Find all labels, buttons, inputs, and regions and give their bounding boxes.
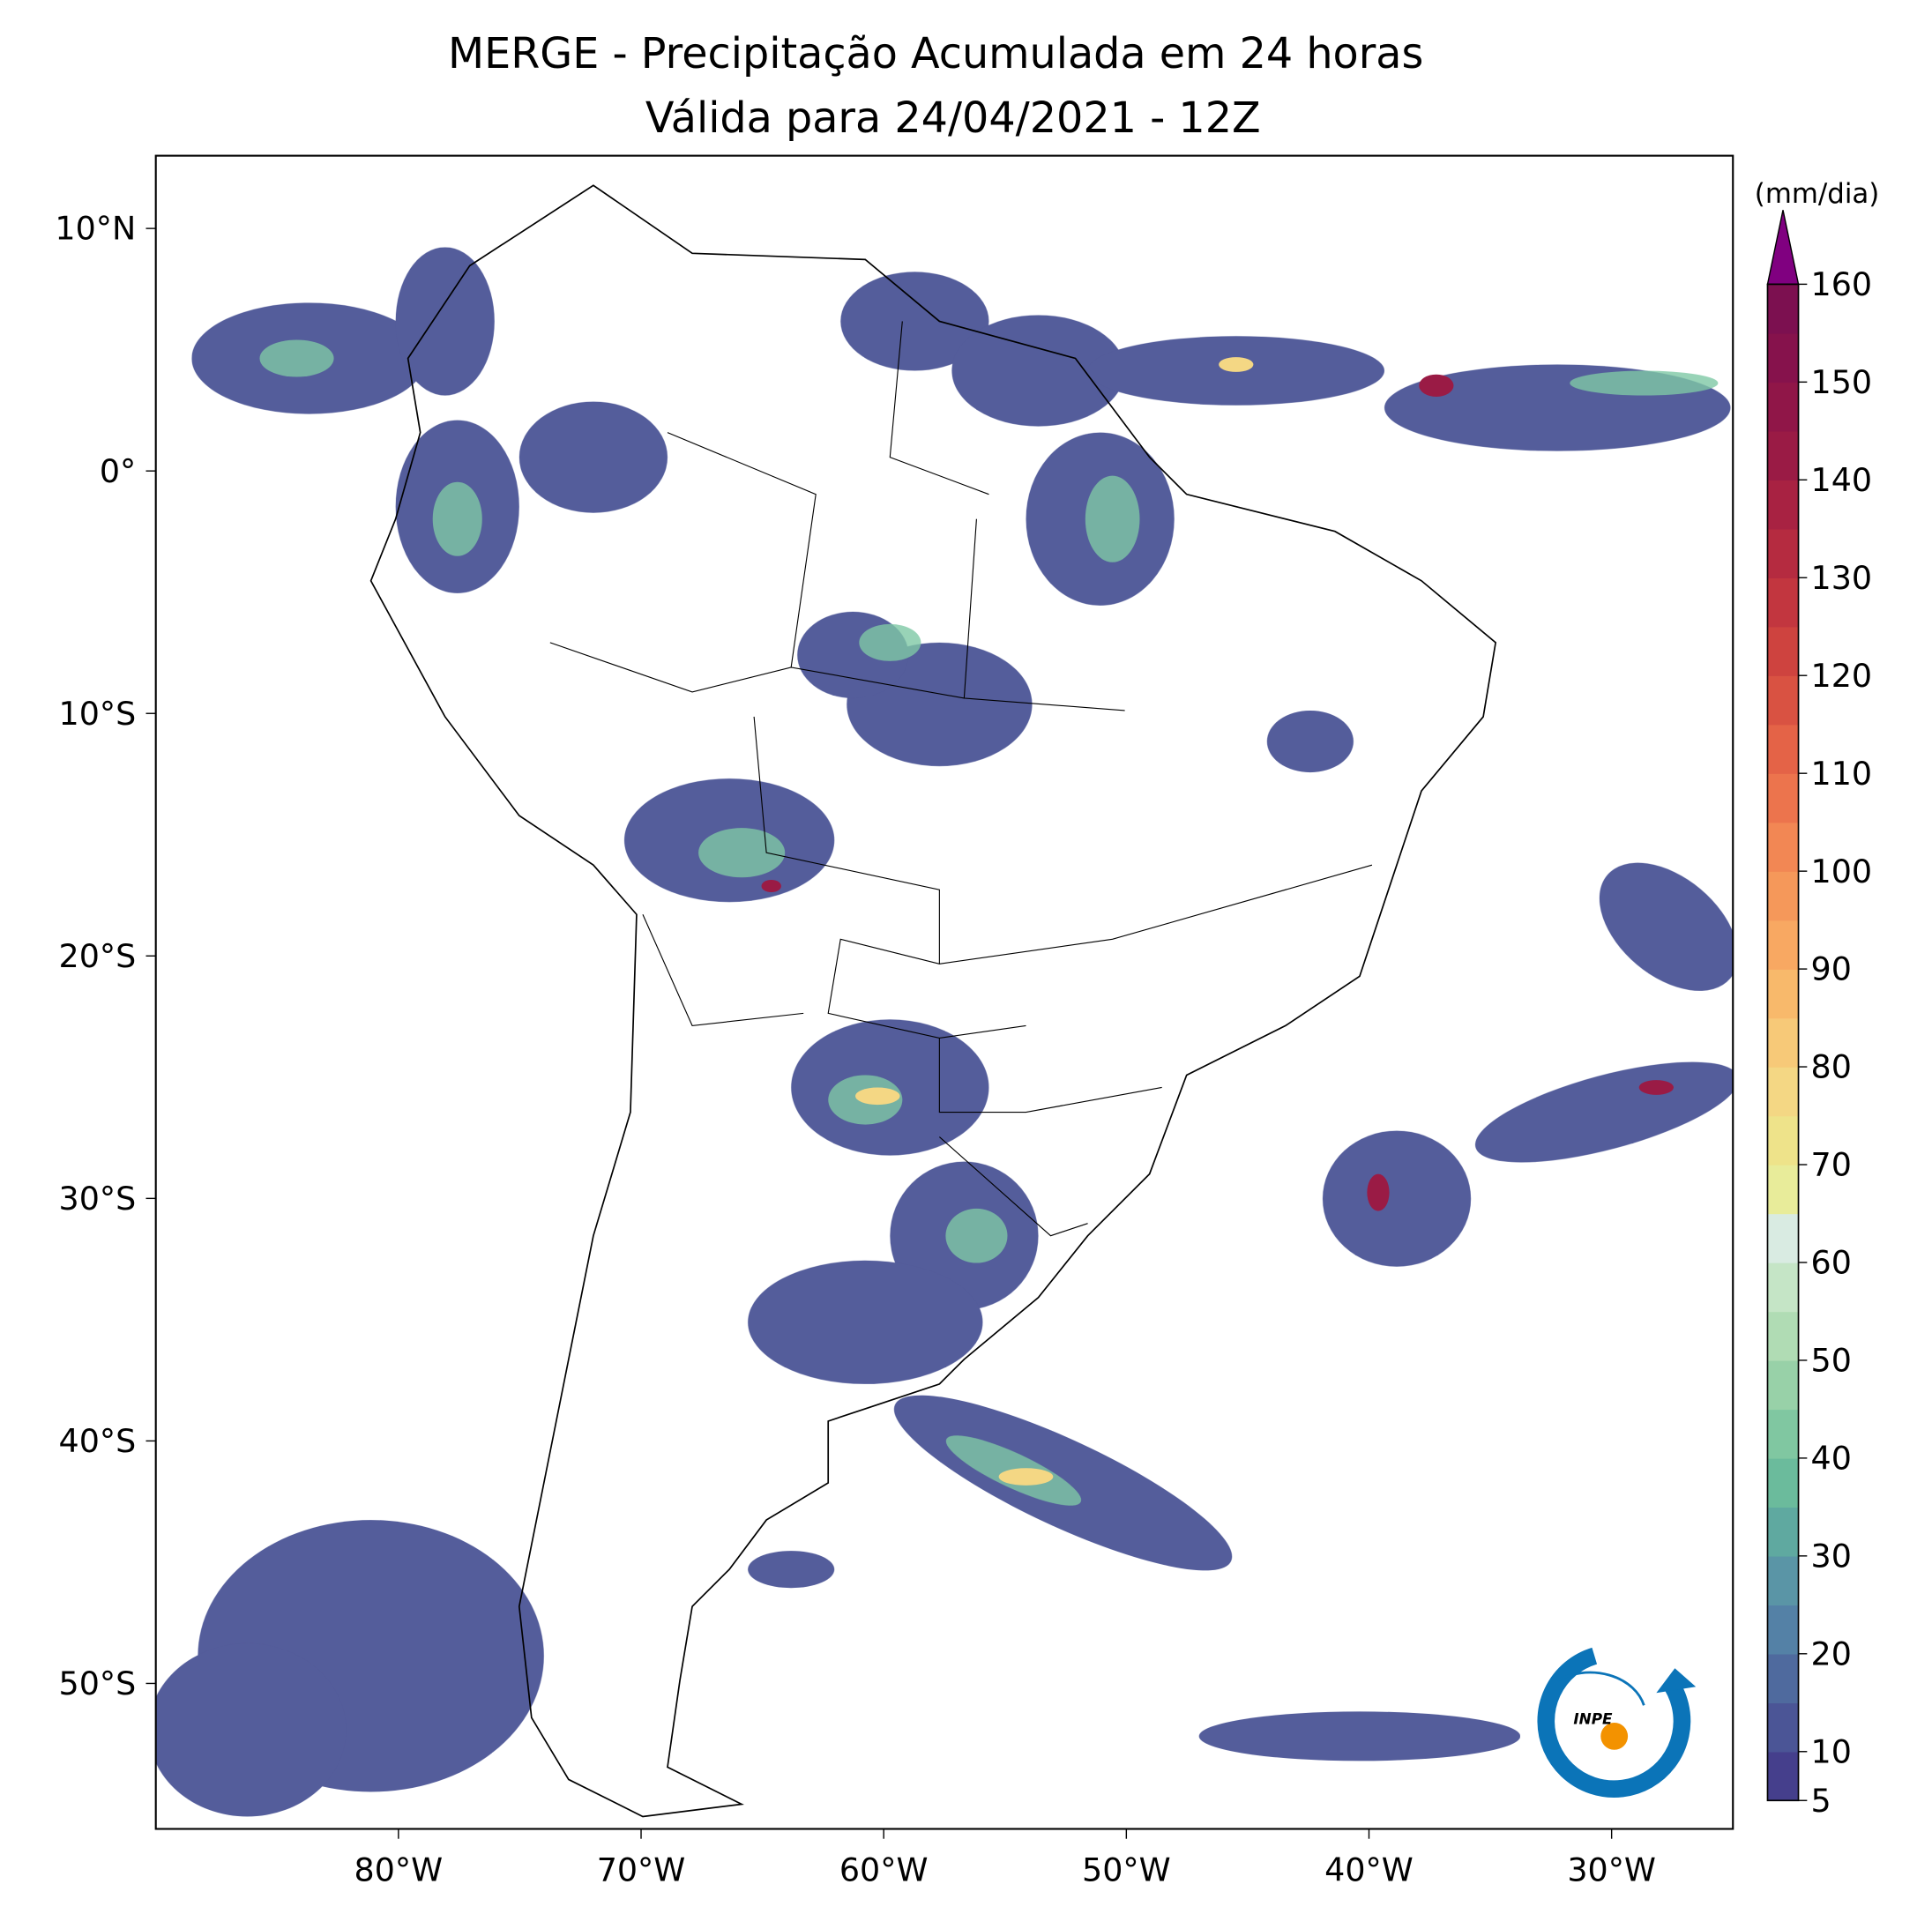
x-tick-label: 60°W — [839, 1851, 929, 1888]
colorbar-tick-label: 150 — [1811, 363, 1873, 401]
y-tick-label: 10°S — [59, 695, 137, 733]
colorbar-tick-label: 130 — [1811, 559, 1873, 597]
colorbar-band — [1767, 284, 1799, 334]
colorbar-band — [1767, 675, 1799, 726]
colorbar-band — [1767, 969, 1799, 1019]
borders — [549, 321, 1373, 1237]
colorbar-tick-label: 5 — [1811, 1782, 1831, 1820]
colorbar-band — [1767, 430, 1799, 481]
colorbar-band — [1767, 1165, 1799, 1215]
colorbar-tick-label: 140 — [1811, 461, 1873, 499]
colorbar-band — [1767, 871, 1799, 921]
colorbar-tick-label: 20 — [1811, 1635, 1852, 1672]
subtitle: Válida para 24/04/2021 - 12Z — [645, 94, 1261, 143]
colorbar-band — [1767, 382, 1799, 432]
precipitation-field — [155, 247, 1734, 1817]
colorbar-tick-label: 110 — [1811, 755, 1873, 793]
y-tick-label: 10°N — [55, 210, 136, 248]
colorbar-band — [1767, 480, 1799, 530]
colorbar-band — [1767, 724, 1799, 774]
colorbar-band — [1767, 1067, 1799, 1117]
x-tick-label: 30°W — [1567, 1851, 1656, 1888]
colorbar-band — [1767, 920, 1799, 970]
colorbar-tick-label: 70 — [1811, 1146, 1852, 1184]
colorbar-band — [1767, 528, 1799, 578]
x-tick-label: 80°W — [354, 1851, 444, 1888]
y-tick-label: 40°S — [59, 1422, 137, 1460]
colorbar-band — [1767, 1457, 1799, 1508]
colorbar-tick-label: 120 — [1811, 657, 1873, 695]
colorbar-tick-label: 30 — [1811, 1537, 1852, 1575]
colorbar-tick-label: 100 — [1811, 853, 1873, 890]
y-tick-label: 20°S — [59, 937, 137, 975]
colorbar-tick-label: 60 — [1811, 1244, 1852, 1282]
colorbar-band — [1767, 773, 1799, 823]
logo: INPE — [1537, 1647, 1697, 1798]
x-tick-label: 50°W — [1082, 1851, 1171, 1888]
coastline — [369, 184, 1497, 1818]
logo-text: INPE — [1573, 1709, 1613, 1727]
colorbar-band — [1767, 1751, 1799, 1801]
colorbar-band — [1767, 1262, 1799, 1313]
colorbar-band — [1767, 1507, 1799, 1557]
y-tick-label: 0° — [100, 452, 136, 490]
colorbar-band — [1767, 577, 1799, 628]
x-tick-label: 70°W — [597, 1851, 686, 1888]
colorbar-band — [1767, 1555, 1799, 1606]
colorbar-band — [1767, 626, 1799, 676]
colorbar-band — [1767, 1017, 1799, 1068]
colorbar-tick-label: 90 — [1811, 950, 1852, 988]
colorbar-tick-label: 10 — [1811, 1732, 1852, 1770]
colorbar-band — [1767, 332, 1799, 384]
colorbar-tick-label: 50 — [1811, 1342, 1852, 1380]
y-tick-label: 30°S — [59, 1180, 137, 1218]
colorbar-tick-label: 160 — [1811, 265, 1873, 303]
colorbar-band — [1767, 1409, 1799, 1459]
colorbar-band — [1767, 1605, 1799, 1655]
y-tick-label: 50°S — [59, 1665, 137, 1702]
colorbar-band — [1767, 822, 1799, 872]
colorbar-tick-label: 80 — [1811, 1048, 1852, 1086]
colorbar-tick-label: 40 — [1811, 1440, 1852, 1478]
colorbar-band — [1767, 1359, 1799, 1411]
title: MERGE - Precipitação Acumulada em 24 hor… — [448, 30, 1423, 78]
colorbar-band — [1767, 1653, 1799, 1703]
colorbar-label: (mm/dia) — [1755, 178, 1880, 210]
colorbar-frame — [1766, 283, 1800, 1802]
colorbar-band — [1767, 1115, 1799, 1166]
map-frame — [154, 154, 1734, 1830]
colorbar-extend — [1766, 210, 1800, 286]
colorbar-band — [1767, 1311, 1799, 1361]
colorbar-band — [1767, 1702, 1799, 1753]
x-tick-label: 40°W — [1324, 1851, 1414, 1888]
colorbar-band — [1767, 1213, 1799, 1263]
